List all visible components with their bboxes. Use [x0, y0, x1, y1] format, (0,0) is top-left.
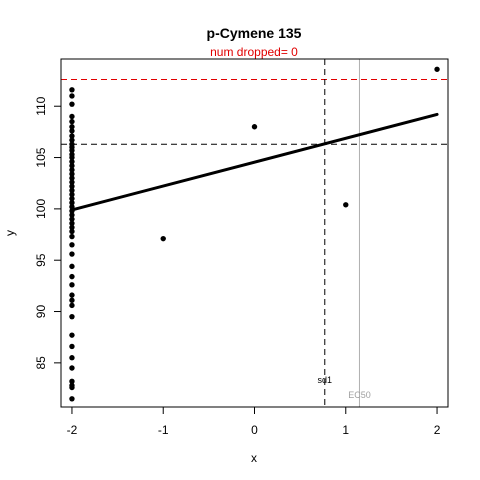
- data-point: [69, 313, 75, 320]
- data-point: [69, 297, 75, 303]
- data-point: [69, 133, 75, 139]
- x-tick-label: 2: [434, 423, 441, 437]
- data-point: [69, 332, 75, 338]
- y-axis-label: y: [3, 230, 17, 236]
- data-point: [69, 124, 75, 130]
- data-point: [69, 216, 75, 222]
- y-tick-label: 110: [34, 96, 48, 115]
- x-tick-label: 0: [251, 423, 258, 437]
- data-point: [69, 204, 75, 210]
- chart-subtitle: num dropped= 0: [210, 45, 298, 59]
- data-point: [69, 191, 75, 198]
- data-point: [69, 101, 75, 107]
- data-point: [69, 87, 75, 93]
- data-point: [69, 118, 75, 125]
- data-point: [69, 158, 75, 165]
- data-point: [69, 273, 75, 280]
- vline-label-1: EC50: [348, 390, 371, 400]
- data-point: [69, 343, 75, 350]
- data-point: [69, 242, 75, 248]
- data-point: [69, 154, 75, 161]
- y-tick-label: 100: [34, 199, 48, 219]
- data-point: [69, 263, 75, 270]
- data-point: [69, 292, 75, 298]
- data-point: [69, 167, 75, 173]
- x-tick-label: 1: [342, 423, 349, 437]
- data-point: [69, 212, 75, 218]
- data-point: [69, 175, 75, 181]
- vline-label-0: sd1: [318, 375, 333, 385]
- y-tick-label: 95: [34, 253, 48, 267]
- y-tick-label: 85: [34, 356, 48, 370]
- plot-frame: [60, 58, 449, 408]
- data-point: [69, 171, 75, 177]
- x-tick-label: -1: [158, 423, 169, 437]
- x-tick-label: -2: [67, 423, 78, 437]
- data-point: [69, 195, 75, 202]
- data-point: [434, 66, 440, 72]
- fit-line: [70, 112, 439, 212]
- data-point: [251, 124, 258, 130]
- data-point: [69, 200, 75, 206]
- x-axis-label: x: [251, 451, 257, 465]
- data-point: [343, 202, 349, 208]
- data-point: [69, 147, 75, 154]
- data-point: [69, 128, 75, 134]
- data-point: [69, 228, 75, 235]
- data-point: [69, 365, 75, 371]
- data-point: [69, 355, 75, 361]
- data-point: [69, 179, 75, 185]
- data-point: [69, 396, 75, 402]
- y-tick-label: 90: [34, 305, 48, 319]
- data-point: [69, 384, 75, 391]
- data-point: [69, 224, 75, 231]
- data-point: [69, 233, 75, 240]
- data-point: [69, 113, 75, 120]
- data-point: [69, 302, 75, 309]
- data-point: [69, 208, 75, 214]
- data-point: [69, 137, 75, 143]
- data-point: [69, 378, 75, 385]
- data-point: [69, 183, 75, 189]
- plot-area: sd1 EC50: [61, 59, 448, 407]
- chart-title: p-Cymene 135: [207, 25, 302, 41]
- data-point: [69, 220, 75, 226]
- data-point: [69, 282, 75, 288]
- data-point: [69, 187, 75, 194]
- data-point: [69, 251, 75, 257]
- data-point: [69, 163, 75, 169]
- data-point: [160, 235, 166, 242]
- data-point: [69, 93, 75, 99]
- y-tick-label: 105: [34, 147, 48, 167]
